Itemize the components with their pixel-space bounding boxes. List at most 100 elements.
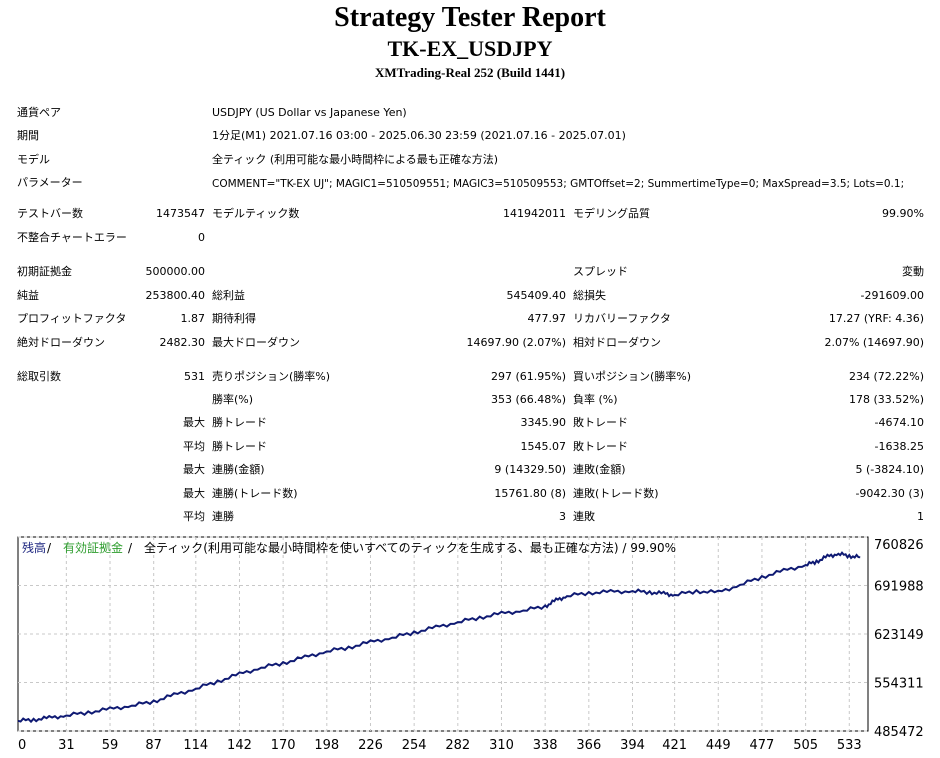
- x-tick-label: 505: [793, 738, 818, 753]
- x-tick-label: 421: [662, 738, 687, 753]
- bars-value: 1473547: [156, 207, 205, 220]
- gross-loss-value: -291609.00: [860, 289, 924, 302]
- x-tick-label: 170: [271, 738, 296, 753]
- cons-win-amt-value: 9 (14329.50): [494, 463, 566, 476]
- x-tick-label: 226: [358, 738, 383, 753]
- y-tick-label: 554311: [874, 676, 924, 691]
- avg-win-label: 勝トレード: [212, 440, 267, 453]
- report-symbol: TK-EX_USDJPY: [387, 36, 553, 61]
- trades-label: 総取引数: [17, 370, 61, 383]
- x-tick-label: 254: [402, 738, 427, 753]
- largest-loss-label: 敗トレード: [573, 416, 628, 429]
- report-title: Strategy Tester Report: [334, 2, 606, 33]
- abs-dd-label: 絶対ドローダウン: [17, 336, 105, 349]
- spread-value: 変動: [902, 265, 924, 278]
- lossrate-value: 178 (33.52%): [848, 393, 924, 406]
- model-value: 全ティック (利用可能な最小時間枠による最も正確な方法): [212, 153, 499, 166]
- grid: [18, 536, 868, 732]
- y-tick-label: 760826: [874, 538, 924, 553]
- deposit-label: 初期証拠金: [17, 265, 72, 278]
- x-tick-label: 338: [533, 738, 558, 753]
- rel-dd-label: 相対ドローダウン: [573, 336, 661, 349]
- largest-loss-value: -4674.10: [874, 416, 924, 429]
- avg-win-value: 1545.07: [520, 440, 567, 453]
- avg-cons-win-label: 連勝: [212, 510, 234, 523]
- short-label: 売りポジション(勝率%): [212, 370, 331, 383]
- rel-dd-value: 2.07% (14697.90): [824, 336, 924, 349]
- cons-win-amt-label: 連勝(金額): [212, 463, 265, 476]
- y-tick-label: 623149: [874, 628, 924, 643]
- cons-win-cnt-value: 15761.80 (8): [494, 487, 566, 500]
- x-axis-ticks: 0 31 59 87 114 142 170 198 226 254 282 310 338 366 394…: [18, 738, 862, 753]
- abs-dd-value: 2482.30: [159, 336, 206, 349]
- x-tick-label: 59: [102, 738, 119, 753]
- legend-sep: /: [128, 541, 133, 555]
- max-dd-value: 14697.90 (2.07%): [466, 336, 566, 349]
- ticks-label: モデルティック数: [212, 207, 300, 220]
- x-tick-label: 310: [489, 738, 514, 753]
- y-tick-label: 691988: [874, 579, 924, 594]
- max-prefix: 最大: [183, 463, 205, 476]
- pf-value: 1.87: [180, 312, 206, 325]
- quality-value: 99.90%: [882, 207, 924, 220]
- long-value: 234 (72.22%): [848, 370, 924, 383]
- x-tick-label: 114: [183, 738, 208, 753]
- long-label: 買いポジション(勝率%): [573, 370, 692, 383]
- cons-loss-cnt-label: 連敗(トレード数): [573, 487, 659, 500]
- x-tick-label: 477: [750, 738, 775, 753]
- balance-chart-svg: 残高 / 有効証拠金 / 全ティック(利用可能な最小時間枠を使いすべてのティック…: [17, 536, 924, 753]
- pair-label: 通貨ペア: [17, 106, 61, 119]
- ticks-value: 141942011: [503, 207, 566, 220]
- largest-win-label: 勝トレード: [212, 416, 267, 429]
- recovery-label: リカバリーファクタ: [573, 312, 671, 325]
- balance-chart: 残高 / 有効証拠金 / 全ティック(利用可能な最小時間枠を使いすべてのティック…: [0, 533, 940, 755]
- avg-cons-win-value: 3: [559, 510, 566, 523]
- gross-loss-label: 総損失: [573, 289, 606, 302]
- balance-line: [17, 551, 861, 724]
- legend-balance: 残高: [22, 540, 46, 555]
- x-tick-label: 0: [18, 738, 26, 753]
- x-tick-label: 142: [227, 738, 252, 753]
- cons-win-cnt-label: 連勝(トレード数): [212, 487, 298, 500]
- cons-loss-cnt-value: -9042.30 (3): [855, 487, 924, 500]
- legend-sep: /: [47, 541, 52, 555]
- y-axis-ticks: 760826 691988 623149 554311 485472: [874, 538, 924, 740]
- net-value: 253800.40: [145, 289, 206, 302]
- expected-value: 477.97: [527, 312, 567, 325]
- x-tick-label: 87: [145, 738, 162, 753]
- gross-profit-label: 総利益: [212, 289, 245, 302]
- avg-cons-loss-value: 1: [917, 510, 924, 523]
- x-tick-label: 31: [58, 738, 75, 753]
- max-prefix: 最大: [183, 416, 205, 429]
- x-tick-label: 282: [445, 738, 470, 753]
- trades-value: 531: [184, 370, 205, 383]
- cons-loss-amt-label: 連敗(金額): [573, 463, 626, 476]
- short-value: 297 (61.95%): [490, 370, 566, 383]
- mismatch-label: 不整合チャートエラー: [17, 231, 127, 244]
- largest-win-value: 3345.90: [520, 416, 567, 429]
- spread-label: スプレッド: [573, 265, 628, 278]
- avg-loss-value: -1638.25: [874, 440, 924, 453]
- cons-loss-amt-value: 5 (-3824.10): [855, 463, 924, 476]
- model-label: モデル: [17, 153, 50, 166]
- max-dd-label: 最大ドローダウン: [212, 336, 300, 349]
- recovery-value: 17.27 (YRF: 4.36): [828, 312, 924, 325]
- report-server: XMTrading-Real 252 (Build 1441): [374, 65, 566, 80]
- deposit-value: 500000.00: [145, 265, 206, 278]
- x-tick-label: 449: [706, 738, 731, 753]
- net-label: 純益: [17, 289, 39, 302]
- quality-label: モデリング品質: [573, 207, 650, 220]
- winrate-value: 353 (66.48%): [490, 393, 566, 406]
- period-label: 期間: [17, 129, 39, 142]
- legend-equity: 有効証拠金: [63, 540, 123, 555]
- x-tick-label: 533: [837, 738, 862, 753]
- mismatch-value: 0: [198, 231, 205, 244]
- avg-prefix: 平均: [183, 510, 205, 523]
- expected-label: 期待利得: [212, 312, 256, 325]
- avg-loss-label: 敗トレード: [573, 440, 628, 453]
- lossrate-label: 負率 (%): [573, 393, 618, 406]
- bars-label: テストバー数: [17, 207, 83, 220]
- winrate-label: 勝率(%): [212, 393, 254, 406]
- x-tick-label: 366: [576, 738, 601, 753]
- params-value: COMMENT="TK-EX UJ"; MAGIC1=510509551; MA…: [212, 178, 905, 190]
